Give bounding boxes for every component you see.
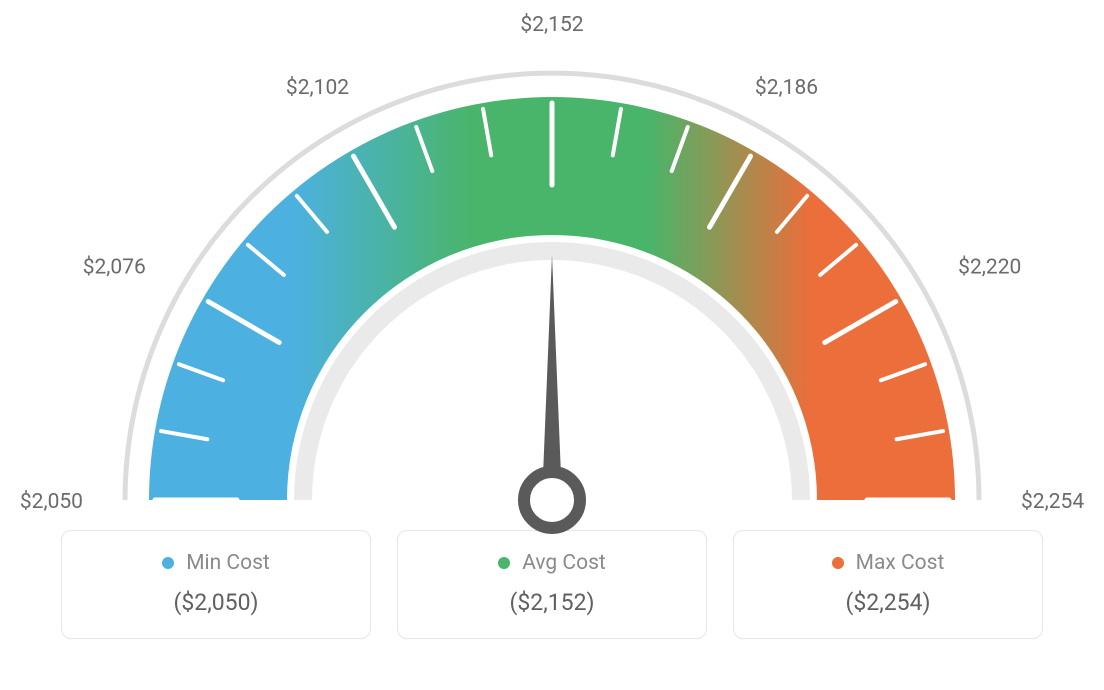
legend-top-min: Min Cost [162,551,270,575]
legend-top-max: Max Cost [832,551,945,575]
legend-label-min: Min Cost [186,551,270,575]
tick-label: $2,050 [20,490,83,514]
gauge-svg: $2,050 $2,076 $2,102 $2,152 $2,186 $2,220 $2,2… [0,0,1104,540]
legend-value-max: ($2,254) [758,589,1018,616]
legend-card-avg: Avg Cost ($2,152) [397,530,707,639]
legend-top-avg: Avg Cost [498,551,606,575]
legend-dot-max [832,557,844,569]
legend-row: Min Cost ($2,050) Avg Cost ($2,152) Max … [0,530,1104,639]
needle [542,255,562,500]
legend-label-max: Max Cost [856,551,945,575]
needle-hub [524,472,580,528]
cost-gauge-infographic: $2,050 $2,076 $2,102 $2,152 $2,186 $2,220 $2,2… [0,0,1104,690]
legend-value-min: ($2,050) [86,589,346,616]
tick-label: $2,076 [83,256,146,280]
legend-dot-avg [498,557,510,569]
legend-value-avg: ($2,152) [422,589,682,616]
legend-dot-min [162,557,174,569]
legend-card-max: Max Cost ($2,254) [733,530,1043,639]
tick-label: $2,220 [958,256,1021,280]
gauge-area: $2,050 $2,076 $2,102 $2,152 $2,186 $2,220 $2,2… [0,0,1104,540]
tick-label: $2,152 [520,13,583,37]
tick-label: $2,186 [755,76,818,100]
tick-label: $2,254 [1021,490,1084,514]
tick-label: $2,102 [286,76,349,100]
legend-label-avg: Avg Cost [522,551,606,575]
legend-card-min: Min Cost ($2,050) [61,530,371,639]
